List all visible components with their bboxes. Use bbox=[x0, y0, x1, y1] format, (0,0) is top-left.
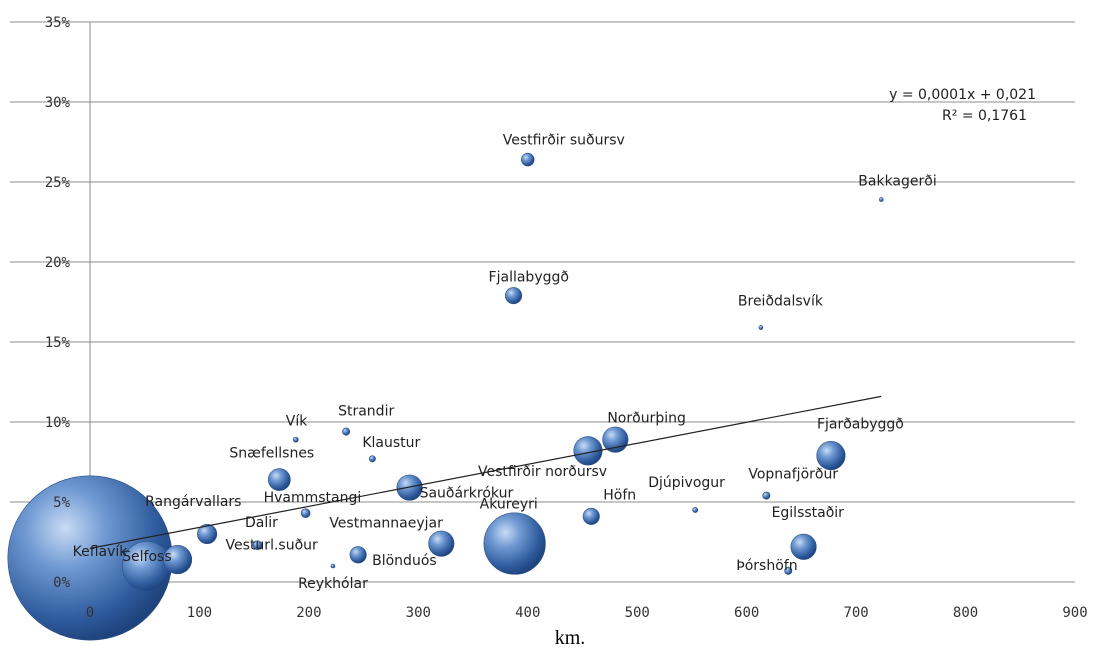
bubble bbox=[602, 426, 629, 453]
bubble-label: Fjarðabyggð bbox=[817, 417, 904, 433]
bubble bbox=[349, 546, 367, 564]
bubble-label: Norðurþing bbox=[607, 411, 686, 427]
x-axis-label: km. bbox=[555, 627, 586, 649]
tick-labels: 0% 5% 10% 15% 20% 25% 30% 35% 0 100 200 300 400 500 60… bbox=[45, 15, 1088, 621]
bubble-label: Akureyri bbox=[480, 497, 538, 513]
bubble-label: Vopnafjörður bbox=[748, 467, 838, 483]
x-tick-label: 200 bbox=[296, 605, 321, 621]
y-tick-label: 15% bbox=[45, 335, 71, 351]
bubble bbox=[762, 491, 771, 500]
bubble-label: Dalir bbox=[245, 515, 278, 531]
bubble bbox=[163, 545, 193, 575]
y-tick-label: 30% bbox=[45, 95, 71, 111]
bubble bbox=[878, 197, 884, 202]
y-tick-label: 25% bbox=[45, 175, 71, 191]
x-tick-label: 100 bbox=[187, 605, 212, 621]
bubble bbox=[268, 468, 291, 491]
x-tick-label: 500 bbox=[625, 605, 650, 621]
trendline-equation: y = 0,0001x + 0,021 bbox=[889, 87, 1036, 103]
y-tick-label: 35% bbox=[45, 15, 71, 31]
bubble-label: Strandir bbox=[338, 404, 394, 420]
bubble bbox=[300, 508, 311, 519]
bubble-label: Höfn bbox=[603, 487, 636, 503]
bubble bbox=[521, 152, 535, 167]
bubble bbox=[330, 563, 336, 569]
bubble-label: Fjallabyggð bbox=[489, 270, 569, 286]
bubble bbox=[197, 523, 218, 545]
bubble-label: Breiðdalsvík bbox=[738, 294, 824, 310]
bubble-label: Sauðárkrókur bbox=[420, 486, 514, 502]
bubble-label: Vestmannaeyjar bbox=[329, 516, 443, 532]
bubble bbox=[758, 325, 764, 330]
trendline-r-squared: R² = 0,1761 bbox=[942, 108, 1027, 124]
bubble bbox=[505, 287, 523, 305]
bubble-label: Rangárvallars bbox=[145, 494, 241, 510]
bubble-label: Keflavík bbox=[73, 544, 129, 560]
trendline bbox=[89, 395, 882, 549]
bubble-label: Vesturl.suður bbox=[226, 538, 318, 554]
bubble-label: Vestfirðir norðursv bbox=[478, 464, 607, 480]
gridlines bbox=[10, 21, 1075, 583]
x-tick-label: 600 bbox=[734, 605, 759, 621]
bubble-label: Blönduós bbox=[372, 553, 437, 569]
x-tick-label: 0 bbox=[86, 605, 94, 621]
bubble bbox=[252, 540, 263, 551]
y-tick-label: 20% bbox=[45, 255, 71, 271]
bubble bbox=[790, 533, 817, 560]
bubble bbox=[368, 455, 376, 463]
bubble bbox=[816, 441, 846, 471]
bubble bbox=[292, 436, 299, 443]
bubble-label: Djúpivogur bbox=[648, 475, 725, 491]
x-tick-label: 700 bbox=[843, 605, 868, 621]
x-tick-label: 400 bbox=[515, 605, 540, 621]
y-tick-label: 5% bbox=[53, 495, 70, 511]
bubble bbox=[582, 507, 600, 525]
bubble bbox=[573, 436, 603, 466]
bubble-label: Þórshöfn bbox=[736, 558, 797, 574]
x-tick-label: 900 bbox=[1062, 605, 1087, 621]
bubble bbox=[784, 566, 793, 575]
bubble-label: Egilsstaðir bbox=[772, 505, 845, 521]
bubble-label: Vestfirðir suðursv bbox=[503, 133, 625, 149]
bubble-label: Selfoss bbox=[122, 549, 171, 565]
bubble bbox=[342, 427, 351, 436]
bubble bbox=[483, 512, 546, 575]
bubble-label: Bakkagerði bbox=[858, 174, 936, 190]
bubble-label: Hvammstangi bbox=[264, 490, 362, 506]
x-tick-label: 800 bbox=[953, 605, 978, 621]
bubble-label: Klaustur bbox=[362, 435, 420, 451]
trendline-group bbox=[89, 395, 882, 549]
bubble-label: Snæfellsnes bbox=[229, 446, 314, 462]
bubble-label: Vík bbox=[286, 414, 308, 430]
bubbles bbox=[7, 152, 884, 641]
bubble bbox=[692, 507, 699, 513]
y-tick-label: 10% bbox=[45, 415, 71, 431]
x-tick-label: 300 bbox=[406, 605, 431, 621]
bubble-label: Reykhólar bbox=[298, 576, 368, 592]
y-tick-label: 0% bbox=[53, 575, 70, 591]
bubble bbox=[428, 530, 455, 557]
